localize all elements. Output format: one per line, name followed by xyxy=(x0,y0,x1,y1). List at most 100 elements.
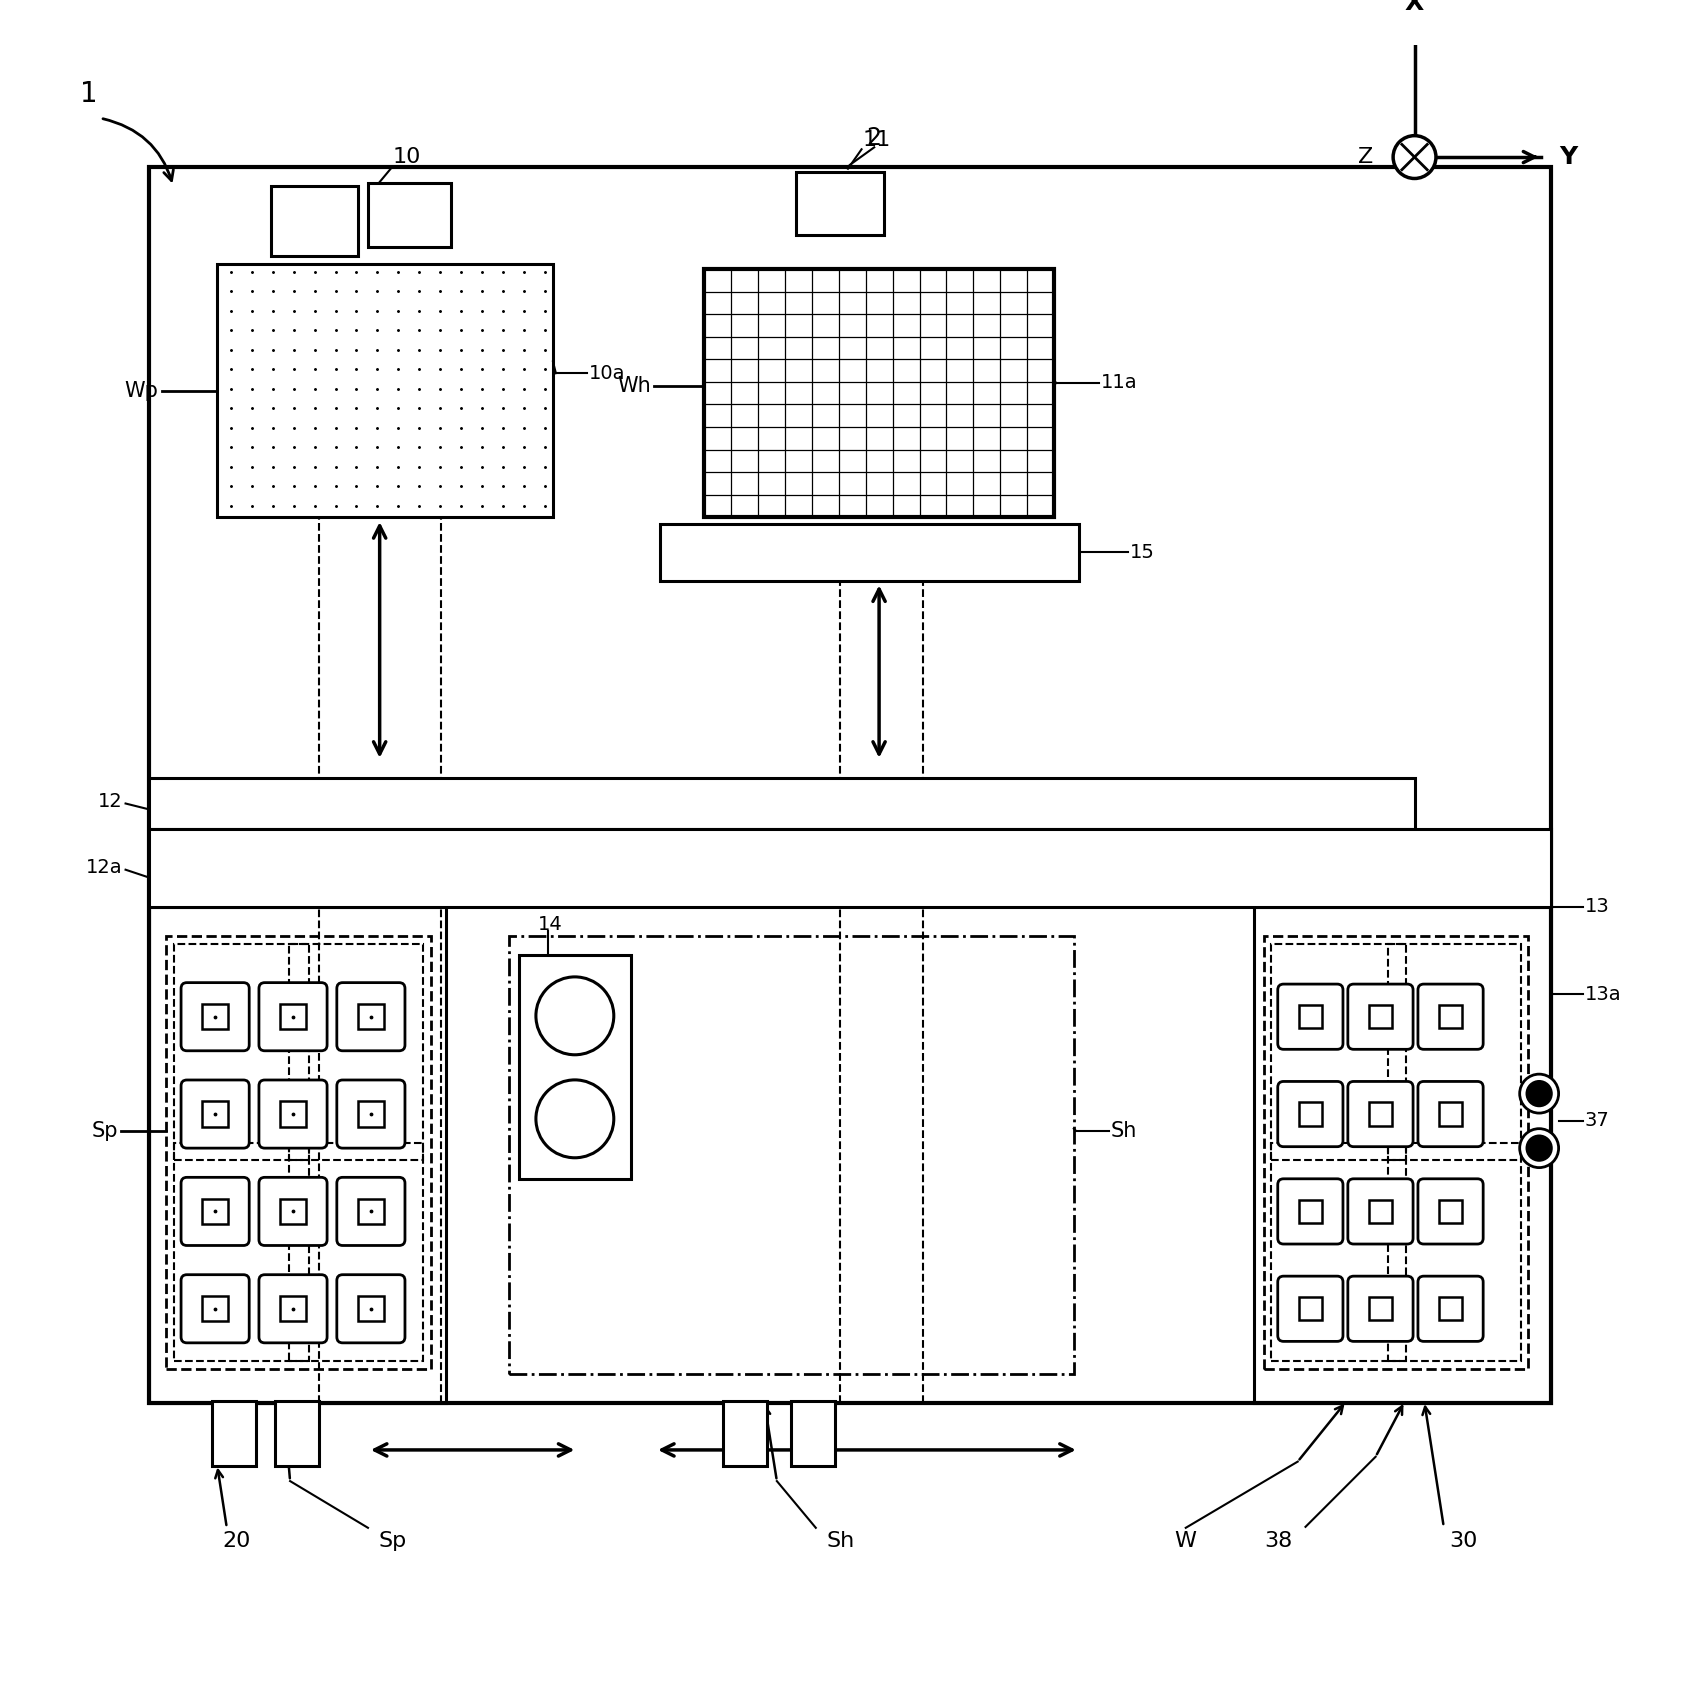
Text: 13a: 13a xyxy=(1584,985,1622,1004)
Bar xyxy=(216,264,553,517)
Bar xyxy=(289,943,423,1161)
Text: Wh: Wh xyxy=(617,375,651,396)
Text: 10a: 10a xyxy=(588,363,626,382)
Bar xyxy=(1272,1142,1405,1361)
FancyBboxPatch shape xyxy=(1278,1178,1343,1245)
Bar xyxy=(1388,1142,1520,1361)
Text: 15: 15 xyxy=(1130,542,1155,563)
Bar xyxy=(149,907,446,1403)
FancyBboxPatch shape xyxy=(337,1178,404,1245)
Circle shape xyxy=(536,977,614,1055)
Text: 11: 11 xyxy=(862,130,891,150)
Bar xyxy=(519,955,631,1180)
Text: T: T xyxy=(308,208,321,227)
Bar xyxy=(358,1101,384,1127)
FancyBboxPatch shape xyxy=(1419,1081,1483,1147)
FancyBboxPatch shape xyxy=(181,1178,249,1245)
Bar xyxy=(281,1004,306,1030)
Bar xyxy=(1263,936,1529,1369)
Text: 30: 30 xyxy=(1449,1531,1478,1552)
FancyBboxPatch shape xyxy=(181,1079,249,1147)
Bar xyxy=(1439,1200,1463,1222)
Text: Sh: Sh xyxy=(825,1531,854,1552)
FancyBboxPatch shape xyxy=(1419,1178,1483,1245)
FancyBboxPatch shape xyxy=(1278,984,1343,1049)
Bar xyxy=(174,943,308,1161)
Text: 20: 20 xyxy=(222,1531,250,1552)
Bar xyxy=(659,523,1079,581)
FancyBboxPatch shape xyxy=(259,1079,326,1147)
FancyBboxPatch shape xyxy=(1348,984,1414,1049)
Text: 2: 2 xyxy=(867,126,881,150)
Bar xyxy=(289,1142,423,1361)
Bar xyxy=(1255,907,1551,1403)
Text: Sp: Sp xyxy=(379,1531,406,1552)
FancyBboxPatch shape xyxy=(1348,1081,1414,1147)
Circle shape xyxy=(1520,1129,1559,1168)
Text: H: H xyxy=(832,191,847,211)
Text: Z: Z xyxy=(1358,147,1373,167)
Bar xyxy=(281,1199,306,1224)
FancyBboxPatch shape xyxy=(337,1079,404,1147)
Text: 1: 1 xyxy=(79,80,98,107)
Bar xyxy=(791,1402,835,1466)
Bar xyxy=(166,936,431,1369)
Bar xyxy=(1299,1103,1322,1125)
Bar xyxy=(276,1402,320,1466)
FancyBboxPatch shape xyxy=(1348,1275,1414,1342)
FancyBboxPatch shape xyxy=(1278,1081,1343,1147)
Bar xyxy=(1299,1004,1322,1028)
FancyBboxPatch shape xyxy=(1278,1275,1343,1342)
FancyBboxPatch shape xyxy=(1348,1178,1414,1245)
Bar xyxy=(1299,1298,1322,1320)
Bar xyxy=(358,1199,384,1224)
Bar xyxy=(796,172,884,235)
Bar xyxy=(1368,1298,1392,1320)
Bar xyxy=(358,1004,384,1030)
Text: Wp: Wp xyxy=(125,380,159,401)
Bar xyxy=(271,186,358,256)
Bar xyxy=(1299,1200,1322,1222)
Bar xyxy=(174,1142,308,1361)
Text: 10: 10 xyxy=(392,147,421,167)
Circle shape xyxy=(1525,1134,1552,1161)
Circle shape xyxy=(1393,136,1436,179)
Bar xyxy=(369,184,451,247)
FancyBboxPatch shape xyxy=(1419,984,1483,1049)
Bar xyxy=(1272,943,1405,1161)
Text: 12: 12 xyxy=(98,793,123,812)
Text: Sh: Sh xyxy=(1111,1120,1136,1141)
Text: 13: 13 xyxy=(1584,897,1610,916)
Bar xyxy=(203,1296,228,1321)
Bar xyxy=(1368,1200,1392,1222)
Text: Y: Y xyxy=(1559,145,1578,169)
Text: 37: 37 xyxy=(1584,1112,1610,1130)
Bar xyxy=(509,936,1074,1374)
Text: 11a: 11a xyxy=(1101,373,1138,392)
Circle shape xyxy=(536,1079,614,1158)
Circle shape xyxy=(1525,1079,1552,1107)
Circle shape xyxy=(1520,1074,1559,1113)
FancyArrowPatch shape xyxy=(103,119,174,181)
FancyBboxPatch shape xyxy=(259,982,326,1050)
Bar xyxy=(1368,1103,1392,1125)
FancyBboxPatch shape xyxy=(259,1178,326,1245)
Bar xyxy=(149,167,1551,1403)
Bar xyxy=(149,829,1551,907)
Text: Sp: Sp xyxy=(91,1120,118,1141)
FancyBboxPatch shape xyxy=(259,1275,326,1344)
Text: 38: 38 xyxy=(1265,1531,1292,1552)
FancyBboxPatch shape xyxy=(181,982,249,1050)
Bar xyxy=(1439,1004,1463,1028)
FancyBboxPatch shape xyxy=(337,982,404,1050)
Text: X: X xyxy=(1405,0,1424,15)
Bar xyxy=(1388,943,1520,1161)
Bar xyxy=(281,1296,306,1321)
Bar xyxy=(1368,1004,1392,1028)
Bar xyxy=(358,1296,384,1321)
Bar xyxy=(203,1101,228,1127)
Bar xyxy=(1439,1298,1463,1320)
Bar xyxy=(703,269,1053,517)
FancyBboxPatch shape xyxy=(337,1275,404,1344)
Bar xyxy=(203,1004,228,1030)
